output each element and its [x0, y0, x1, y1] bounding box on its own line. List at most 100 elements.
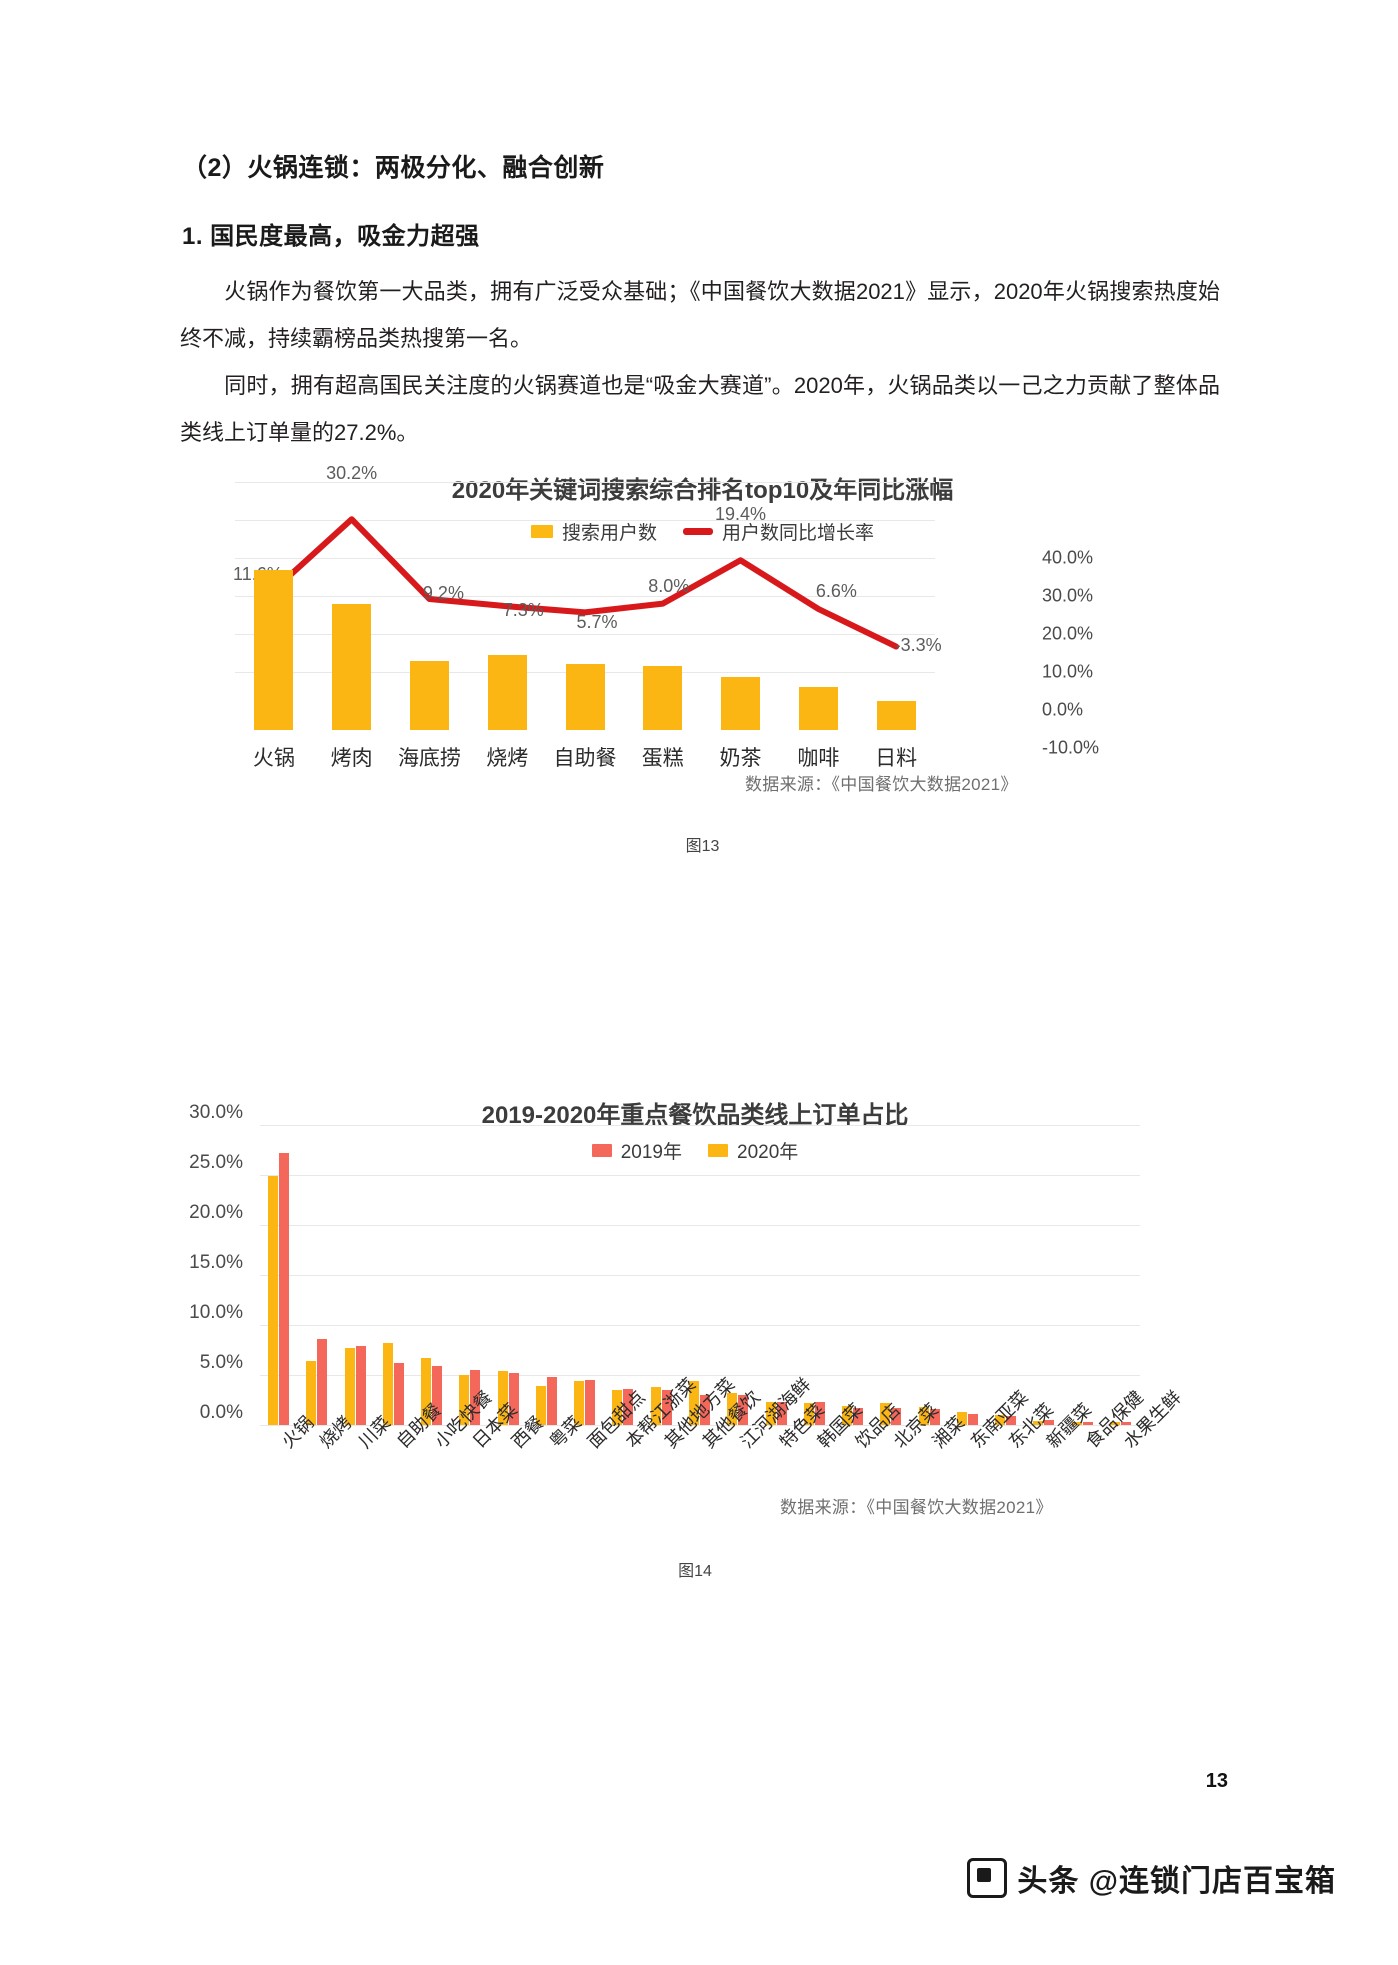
- legend-label-growth-rate: 用户数同比增长率: [722, 523, 875, 544]
- data-label-蛋糕: 8.0%: [648, 575, 690, 596]
- chart13-title: 2020年关键词搜索综合排名top10及年同比涨幅: [451, 477, 954, 504]
- data-label-海底捞: 9.2%: [422, 583, 464, 604]
- bar-2019-湘菜: [929, 1409, 940, 1425]
- bar-2020-烧烤: [306, 1361, 317, 1425]
- bar-2019-韩国菜: [814, 1402, 825, 1425]
- bar-2020-其他餐饮: [689, 1381, 699, 1425]
- axis-tick-right: 30.0%: [1042, 585, 1094, 606]
- bar-2020-面包甜点: [574, 1381, 585, 1425]
- bar-2020-自助餐: [382, 1343, 393, 1425]
- chart14-value-axis: 30.0% 25.0% 20.0% 15.0% 10.0% 5.0% 0.0%: [150, 1102, 255, 1428]
- bar-2019-特色菜: [776, 1402, 787, 1425]
- bar-group-湘菜: [918, 1125, 941, 1425]
- bar-2019-川菜: [355, 1346, 366, 1425]
- axis-tick-left: 20.0%: [189, 1202, 243, 1223]
- bar-咖啡: [798, 686, 838, 730]
- bar-2019-江河湖海鲜: [738, 1395, 749, 1425]
- category-label-日料: 日料: [875, 747, 918, 770]
- category-label-蛋糕: 蛋糕: [641, 747, 684, 770]
- legend-item-2019: 2019年: [591, 1137, 682, 1164]
- chart14-title: 2019-2020年重点餐饮品类线上订单占比: [481, 1102, 909, 1129]
- data-label-烤肉: 30.2%: [326, 463, 378, 484]
- axis-tick-right: -10.0%: [1042, 737, 1100, 758]
- bar-group-江河湖海鲜: [727, 1125, 749, 1425]
- bar-2020-日本菜: [459, 1375, 470, 1425]
- bar-2019-饮品店: [853, 1408, 864, 1425]
- chart14-category-axis: 火锅 烧烤 川菜 自助餐 小吃快餐 日本菜 西餐 粤菜 面包甜点 本帮江浙菜 其他地方菜 其他餐饮 江河…: [260, 1374, 1185, 1541]
- bar-group-西餐: [497, 1125, 520, 1425]
- bar-2020-西餐: [497, 1371, 508, 1425]
- axis-tick-left: 15.0%: [189, 1252, 243, 1273]
- bar-海底捞: [409, 661, 449, 730]
- bar-2020-川菜: [344, 1348, 355, 1425]
- axis-tick-left: 10.0%: [189, 1302, 243, 1323]
- data-label-自助餐: 5.7%: [576, 612, 618, 633]
- axis-tick-left: 30.0%: [189, 1102, 243, 1123]
- legend-item-2020: 2020年: [708, 1137, 798, 1164]
- bar-group-粤菜: [535, 1125, 558, 1425]
- data-label-奶茶: 19.4%: [715, 504, 767, 525]
- chart14-plot-area: [260, 1125, 1140, 1426]
- chart13-right-axis: 40.0% 30.0% 20.0% 10.0% 0.0% -10.0%: [942, 548, 1099, 758]
- figure-14: 2019-2020年重点餐饮品类线上订单占比 2019年 2020年 30.0%…: [150, 1095, 1240, 1580]
- bar-2019-本帮江浙菜: [623, 1389, 634, 1425]
- paragraph-1-text: 火锅作为餐饮第一大品类，拥有广泛受众基础；《中国餐饮大数据2021》显示，202…: [180, 279, 1220, 351]
- bar-2019-水果生鲜: [1120, 1422, 1131, 1425]
- legend-swatch-2019-icon: [591, 1144, 612, 1157]
- axis-tick-left: 25.0%: [189, 1152, 243, 1173]
- bar-group-韩国菜: [803, 1125, 826, 1425]
- category-label-奶茶: 奶茶: [719, 747, 762, 770]
- bar-2019-小吃快餐: [432, 1366, 443, 1425]
- bar-自助餐: [565, 664, 605, 730]
- gridline: [260, 1325, 1140, 1326]
- bar-2019-自助餐: [393, 1363, 404, 1425]
- bar-group-饮品店: [842, 1125, 864, 1425]
- bar-2019-其他地方菜: [661, 1390, 672, 1425]
- bar-蛋糕: [643, 666, 683, 730]
- bar-2020-本帮江浙菜: [612, 1390, 623, 1425]
- chart13-line-series: [270, 516, 900, 650]
- watermark-text: 头条 @连锁门店百宝箱: [1017, 1865, 1336, 1898]
- axis-tick-right: 10.0%: [1042, 661, 1094, 682]
- bar-2020-东北菜: [995, 1415, 1006, 1425]
- bar-group-火锅: [268, 1125, 290, 1425]
- axis-tick-right: 40.0%: [1042, 547, 1094, 568]
- bar-2020-其他地方菜: [650, 1387, 661, 1425]
- chart13-caption: 图13: [685, 838, 720, 855]
- bar-2019-东北菜: [1006, 1416, 1017, 1425]
- bar-group-本帮江浙菜: [612, 1125, 634, 1425]
- chart13-source: 数据来源：《中国餐饮大数据2021》: [745, 775, 1018, 794]
- legend-label-search-users: 搜索用户数: [561, 523, 657, 544]
- bar-2020-江河湖海鲜: [727, 1393, 738, 1425]
- category-label-咖啡: 咖啡: [797, 747, 840, 770]
- bar-group-面包甜点: [574, 1125, 596, 1425]
- axis-tick-left: 5.0%: [199, 1352, 243, 1373]
- bar-2019-粤菜: [546, 1377, 557, 1425]
- bar-2019-北京菜: [891, 1408, 902, 1425]
- gridline: [260, 1275, 1140, 1276]
- bar-烧烤: [487, 654, 527, 730]
- watermark: 头条 @连锁门店百宝箱: [967, 1856, 1336, 1900]
- bar-2020-特色菜: [765, 1402, 776, 1425]
- bar-2019-食品保健: [1082, 1422, 1093, 1425]
- bar-group-食品保健: [1071, 1125, 1094, 1425]
- paragraph-1: 火锅作为餐饮第一大品类，拥有广泛受众基础；《中国餐饮大数据2021》显示，202…: [180, 268, 1220, 362]
- axis-tick-right: 0.0%: [1042, 699, 1084, 720]
- toutiao-logo-icon: [967, 1858, 1008, 1898]
- bar-2019-其他餐饮: [700, 1395, 710, 1425]
- section-heading: （2）火锅连锁：两极分化、融合创新: [182, 154, 605, 182]
- gridline: [260, 1175, 1140, 1176]
- category-label-海底捞: 海底捞: [397, 747, 461, 770]
- gridline: [235, 596, 935, 597]
- bar-2020-湘菜: [918, 1407, 929, 1425]
- bar-奶茶: [721, 677, 761, 730]
- bar-2020-粤菜: [535, 1386, 546, 1425]
- legend-swatch-bar-icon: [530, 525, 553, 538]
- data-label-咖啡: 6.6%: [815, 580, 857, 601]
- bar-2019-火锅: [279, 1153, 290, 1425]
- bar-2019-新疆菜: [1044, 1420, 1055, 1425]
- axis-tick-left: 0.0%: [199, 1402, 243, 1423]
- paragraph-2: 同时，拥有超高国民关注度的火锅赛道也是“吸金大赛道”。2020年，火锅品类以一己…: [180, 362, 1220, 456]
- gridline: [235, 482, 935, 483]
